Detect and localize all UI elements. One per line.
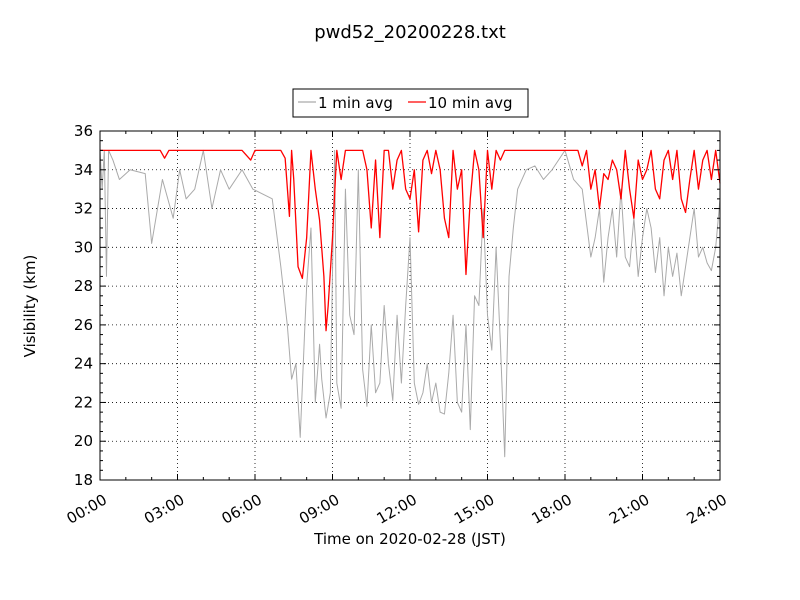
- legend: 1 min avg 10 min avg: [292, 88, 529, 118]
- y-tick-label: 24: [74, 355, 93, 373]
- y-tick-label: 28: [74, 277, 93, 295]
- x-axis-label: Time on 2020-02-28 (JST): [313, 530, 506, 548]
- chart-title: pwd52_20200228.txt: [314, 22, 506, 43]
- series-10min-avg-line: [100, 149, 721, 332]
- legend-box: [292, 88, 529, 118]
- series-1min-avg-line: [99, 149, 721, 458]
- y-tick-label: 36: [74, 122, 93, 140]
- y-tick-label: 20: [74, 432, 93, 450]
- y-tick-label: 22: [74, 393, 93, 411]
- y-tick-label: 34: [74, 161, 93, 179]
- y-tick-label: 30: [74, 238, 93, 256]
- y-tick-label: 26: [74, 316, 93, 334]
- legend-label-1min: 1 min avg: [318, 94, 393, 112]
- axis-ticks: [99, 130, 721, 481]
- y-tick-label: 32: [74, 200, 93, 218]
- y-axis-label: Visibility (km): [21, 255, 39, 358]
- y-tick-label: 18: [74, 471, 93, 489]
- legend-label-10min: 10 min avg: [428, 94, 513, 112]
- series-layer: [99, 149, 721, 458]
